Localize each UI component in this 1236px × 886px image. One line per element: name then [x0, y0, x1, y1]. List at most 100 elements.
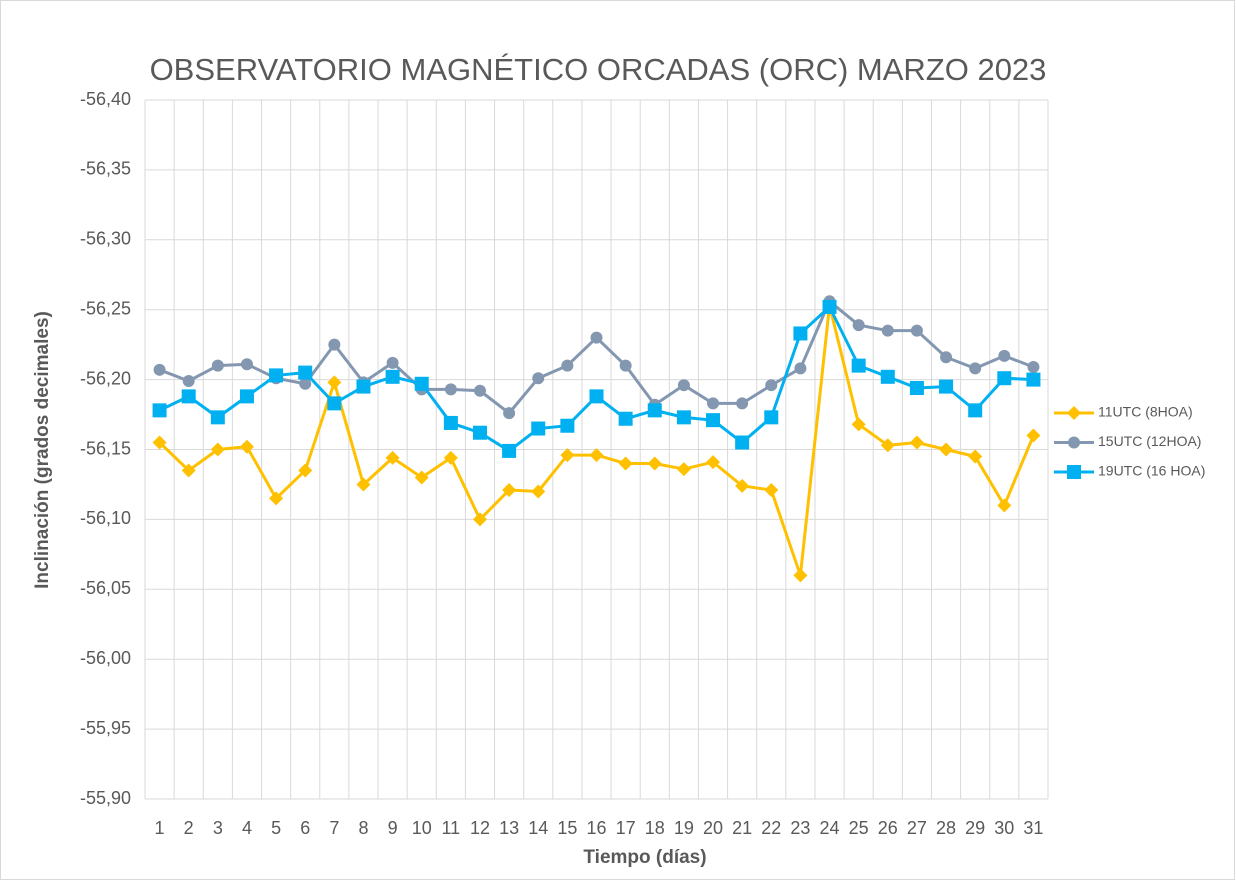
data-point — [269, 491, 284, 506]
data-point — [707, 397, 720, 410]
x-tick-label: 8 — [358, 818, 368, 838]
data-point — [298, 365, 313, 380]
x-tick-label: 29 — [965, 818, 985, 838]
x-tick-label: 3 — [213, 818, 223, 838]
data-point — [880, 438, 895, 453]
y-tick-label: -55,95 — [80, 718, 131, 738]
y-tick-label: -56,35 — [80, 159, 131, 179]
data-point — [998, 349, 1011, 362]
x-tick-label: 2 — [184, 818, 194, 838]
y-tick-label: -56,25 — [80, 298, 131, 318]
y-tick-label: -56,10 — [80, 508, 131, 528]
data-point — [618, 411, 633, 426]
data-point — [851, 417, 866, 432]
x-tick-label: 16 — [586, 818, 606, 838]
data-point — [647, 403, 662, 418]
data-point — [765, 379, 778, 392]
data-point — [909, 435, 924, 450]
chart-title: OBSERVATORIO MAGNÉTICO ORCADAS (ORC) MAR… — [150, 52, 1047, 87]
y-tick-label: -56,40 — [80, 89, 131, 109]
x-tick-label: 7 — [329, 818, 339, 838]
y-tick-label: -56,05 — [80, 578, 131, 598]
x-tick-label: 26 — [878, 818, 898, 838]
data-point — [239, 439, 254, 454]
x-tick-label: 13 — [499, 818, 519, 838]
data-point — [385, 450, 400, 465]
data-point — [560, 448, 575, 463]
data-point — [706, 455, 721, 470]
data-point — [532, 372, 545, 385]
x-tick-label: 18 — [645, 818, 665, 838]
y-axis-title: Inclinación (grados decimales) — [32, 311, 53, 589]
y-tick-label: -56,30 — [80, 229, 131, 249]
x-tick-label: 21 — [732, 818, 752, 838]
data-point — [735, 478, 750, 493]
data-point — [327, 396, 342, 411]
x-tick-label: 19 — [674, 818, 694, 838]
data-point — [909, 380, 924, 395]
data-point — [706, 413, 721, 428]
data-point — [794, 362, 807, 375]
x-tick-label: 15 — [557, 818, 577, 838]
y-tick-label: -55,90 — [80, 788, 131, 808]
data-point — [473, 384, 486, 397]
data-point — [590, 331, 603, 344]
data-point — [940, 351, 953, 364]
data-point — [239, 389, 254, 404]
data-point — [328, 338, 341, 351]
y-tick-label: -56,00 — [80, 648, 131, 668]
x-tick-label: 10 — [412, 818, 432, 838]
data-point — [618, 456, 633, 471]
data-point — [939, 442, 954, 457]
data-point — [764, 483, 779, 498]
data-point — [385, 369, 400, 384]
data-point — [472, 425, 487, 440]
data-point — [997, 371, 1012, 386]
data-point — [793, 568, 808, 583]
data-point — [677, 379, 690, 392]
x-tick-label: 25 — [849, 818, 869, 838]
data-point — [531, 484, 546, 499]
data-point — [502, 443, 517, 458]
data-point — [969, 362, 982, 375]
x-tick-label: 1 — [155, 818, 165, 838]
data-point — [619, 359, 632, 372]
x-axis-title: Tiempo (días) — [583, 847, 706, 868]
data-point — [386, 356, 399, 369]
data-point — [676, 410, 691, 425]
data-point — [531, 421, 546, 436]
x-tick-label: 22 — [761, 818, 781, 838]
x-tick-label: 5 — [271, 818, 281, 838]
y-tick-label: -56,20 — [80, 368, 131, 388]
x-tick-label: 4 — [242, 818, 252, 838]
data-point — [939, 379, 954, 394]
y-tick-label: -56,15 — [80, 438, 131, 458]
x-tick-label: 14 — [528, 818, 548, 838]
legend-marker — [1068, 436, 1080, 449]
data-point — [561, 359, 574, 372]
data-point — [881, 324, 894, 337]
data-point — [502, 483, 517, 498]
legend-marker — [1067, 465, 1081, 479]
data-point — [736, 397, 749, 410]
x-tick-label: 6 — [300, 818, 310, 838]
legend-label: 19UTC (16 HOA) — [1098, 463, 1205, 479]
data-point — [822, 299, 837, 314]
data-point — [880, 369, 895, 384]
x-tick-label: 23 — [790, 818, 810, 838]
data-point — [181, 463, 196, 478]
data-point — [298, 463, 313, 478]
data-point — [443, 450, 458, 465]
x-tick-label: 11 — [442, 818, 461, 838]
data-point — [851, 358, 866, 373]
data-point — [414, 376, 429, 391]
data-point — [676, 462, 691, 477]
data-point — [852, 319, 865, 332]
data-point — [735, 435, 750, 450]
data-point — [182, 374, 195, 387]
data-point — [1026, 428, 1041, 443]
x-tick-label: 27 — [907, 818, 927, 838]
data-point — [211, 359, 224, 372]
x-tick-label: 30 — [994, 818, 1014, 838]
